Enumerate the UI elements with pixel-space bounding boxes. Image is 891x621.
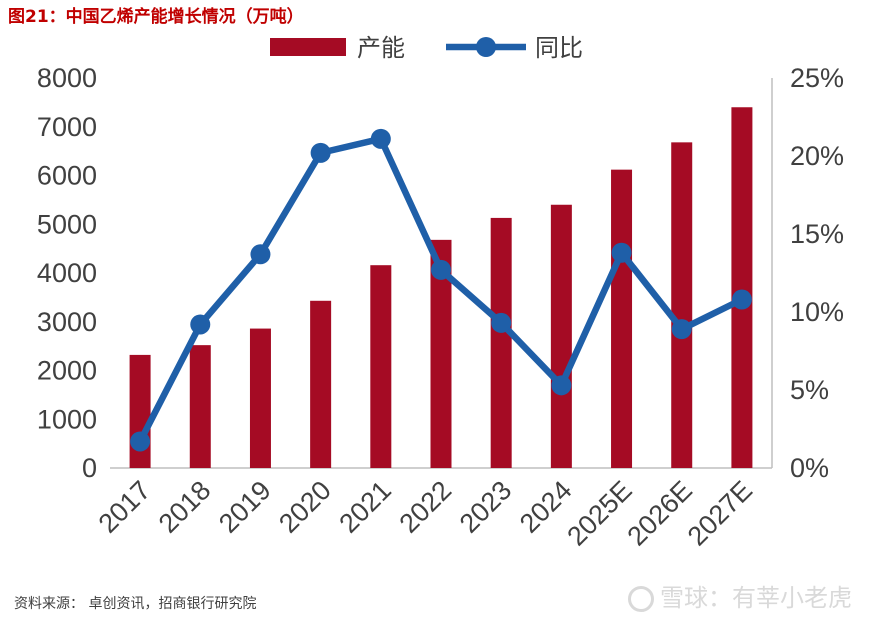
left-axis-tick-label: 5000 (37, 209, 97, 239)
line-point (491, 312, 512, 333)
line-point (431, 259, 451, 280)
bar (370, 265, 392, 468)
left-axis-tick-label: 1000 (37, 404, 97, 434)
bar (249, 328, 271, 468)
bar (671, 142, 693, 468)
legend-label-capacity: 产能 (357, 34, 405, 62)
bar (430, 239, 452, 468)
left-axis-tick-label: 4000 (37, 258, 97, 288)
line-point (250, 244, 271, 265)
x-axis-tick-label: 2019 (213, 475, 277, 539)
x-axis-ticks: 201720182019202020212022202320242025E202… (93, 475, 759, 551)
x-axis-tick-label: 2018 (153, 475, 217, 539)
line-series (130, 128, 752, 452)
watermark: 雪球：有莘小老虎 (628, 578, 852, 613)
x-axis-tick-label: 2017 (93, 475, 157, 539)
line-point (370, 128, 391, 149)
x-axis-tick-label: 2027E (682, 475, 758, 551)
line-point (310, 142, 331, 163)
left-axis-tick-label: 8000 (37, 63, 97, 93)
x-axis-tick-label: 2021 (333, 475, 397, 539)
bar (550, 204, 572, 468)
right-axis-tick-label: 20% (790, 141, 844, 171)
legend-label-yoy: 同比 (535, 34, 583, 62)
bar (189, 345, 211, 468)
x-axis-tick-label: 2023 (454, 475, 518, 539)
line-point (731, 289, 752, 310)
left-axis-tick-label: 3000 (37, 307, 97, 337)
bar (310, 300, 332, 468)
line-point (551, 375, 572, 396)
line-point (671, 319, 692, 340)
line-point (130, 431, 151, 452)
bar (611, 169, 633, 468)
legend-line-marker (476, 37, 496, 57)
watermark-text: 雪球：有莘小老虎 (660, 584, 852, 612)
right-axis-tick-label: 5% (790, 375, 829, 405)
snowball-logo-icon (628, 586, 654, 612)
bar (731, 107, 753, 468)
right-axis-tick-label: 25% (790, 63, 844, 93)
x-axis-tick-label: 2025E (561, 475, 637, 551)
bar (490, 217, 512, 468)
left-axis-tick-label: 7000 (37, 112, 97, 142)
legend-bar-swatch (270, 38, 346, 56)
bar-series (129, 107, 753, 468)
chart-title: 图21：中国乙烯产能增长情况（万吨） (8, 7, 304, 27)
right-axis-tick-label: 10% (790, 297, 844, 327)
left-axis-tick-label: 0 (82, 453, 97, 483)
left-axis-tick-label: 6000 (37, 161, 97, 191)
right-axis-tick-label: 15% (790, 219, 844, 249)
line-point (611, 242, 632, 263)
line-point (190, 314, 211, 335)
axes: 0 1000 2000 3000 4000 5000 6000 7000 8000 0% 5% 10%… (37, 63, 844, 483)
left-axis-tick-label: 2000 (37, 356, 97, 386)
legend: 产能 同比 (270, 34, 583, 62)
source-note: 资料来源： 卓创资讯，招商银行研究院 (14, 596, 257, 612)
x-axis-tick-label: 2020 (273, 475, 337, 539)
x-axis-tick-label: 2022 (394, 475, 458, 539)
right-axis-tick-label: 0% (790, 453, 829, 483)
x-axis-tick-label: 2026E (622, 475, 698, 551)
